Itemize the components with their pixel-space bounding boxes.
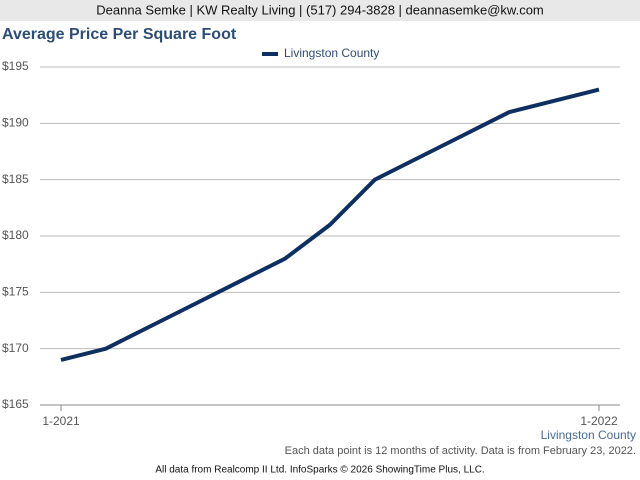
y-tick-label: $180 [2, 228, 29, 242]
y-tick-label: $175 [2, 285, 29, 299]
header-bar [0, 0, 640, 21]
line-series [60, 87, 600, 362]
x-axis-label: Livingston County [541, 428, 636, 442]
credit: All data from Realcomp II Ltd. InfoSpark… [155, 465, 484, 476]
y-tick-label: $195 [2, 59, 29, 73]
chart-title: Average Price Per Square Foot [2, 26, 237, 43]
header: Deanna Semke | KW Realty Living | (517) … [96, 2, 544, 17]
y-tick-label: $190 [2, 116, 29, 130]
y-tick-label: $170 [2, 341, 29, 355]
x-tick-label: 1-2022 [580, 414, 618, 428]
footnote: Each data point is 12 months of activity… [285, 445, 636, 457]
y-tick-label: $165 [2, 397, 29, 411]
y-tick-label: $185 [2, 172, 29, 186]
x-tick-label: 1-2021 [42, 414, 80, 428]
legend-label: Livingston County [284, 46, 379, 60]
